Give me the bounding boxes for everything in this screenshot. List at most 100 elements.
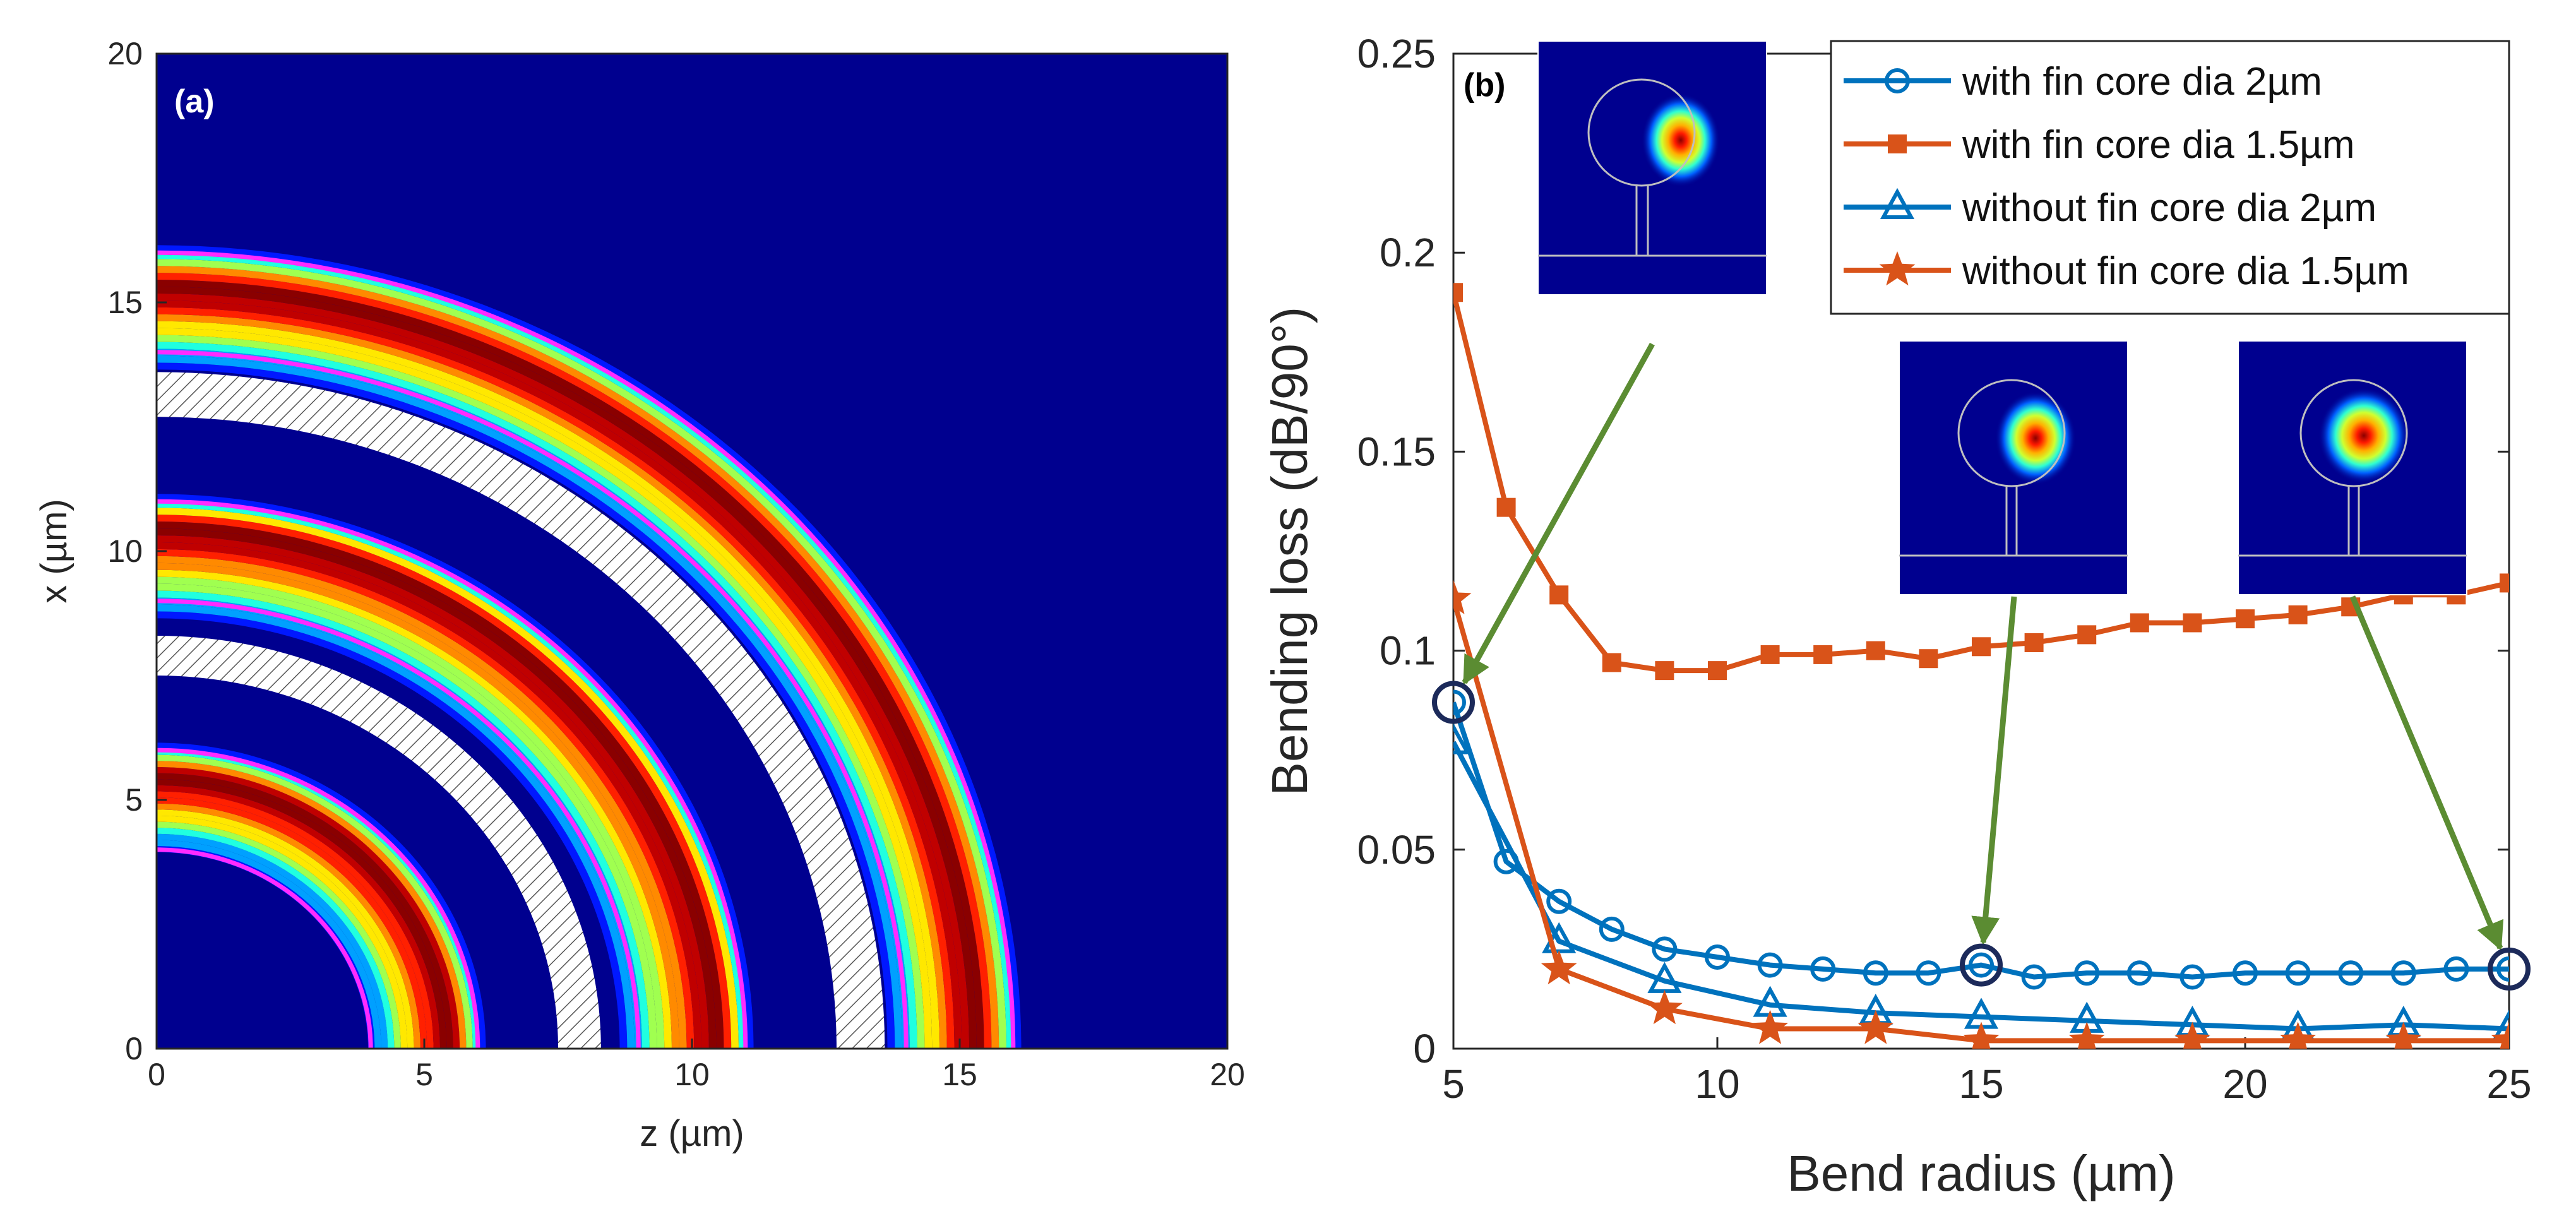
legend-entry-2: with fin core dia 1.5µm [1844, 123, 2355, 167]
highlight-circle-2 [1960, 943, 2003, 987]
data-point [1866, 641, 1885, 660]
panel-a-axes: 0 5 10 15 20 0 5 10 15 20 [107, 36, 1244, 1092]
data-point [2443, 956, 2469, 982]
legend-marker [1888, 134, 1907, 153]
x-tick-label: 5 [415, 1057, 433, 1092]
data-point [1963, 1021, 2000, 1049]
panel-b-line-chart: 5 10 15 20 25 0 0.05 0.1 0.15 0.2 0.25 [1261, 31, 2532, 1201]
panel-a-heatmap: (a) 0 5 10 15 20 0 5 10 15 20 z (µm) x (µm) [33, 36, 1245, 1154]
highlight-circles [1432, 681, 2531, 991]
series-line [1453, 741, 2509, 1032]
data-point [2179, 964, 2205, 990]
data-point [2174, 1021, 2210, 1049]
hatched-ring-2 [157, 372, 885, 1049]
y-tick-label: 0 [1413, 1026, 1436, 1071]
data-point [1919, 649, 1938, 669]
data-point [1916, 960, 1941, 986]
y-tick-label: 0.05 [1357, 827, 1436, 873]
data-point [2500, 573, 2509, 593]
data-point [1708, 661, 1727, 681]
data-point [2068, 1021, 2105, 1049]
data-point [1857, 1010, 1894, 1044]
magenta-arc-6 [157, 250, 1016, 1049]
data-point [2236, 609, 2255, 629]
data-point [2074, 960, 2100, 986]
data-point [2491, 1021, 2509, 1049]
legend-label: without fin core dia 2µm [1962, 186, 2376, 230]
data-point [1813, 645, 1833, 664]
data-point [2338, 960, 2364, 986]
data-point [1705, 944, 1730, 970]
data-point [1549, 585, 1569, 605]
y-tick-label: 20 [107, 36, 143, 71]
data-point [2385, 1021, 2422, 1049]
data-point [2233, 960, 2258, 986]
data-point [1810, 956, 1836, 982]
data-point [2021, 964, 2047, 990]
panel-b-label: (b) [1464, 67, 1505, 104]
field-rings [157, 245, 1022, 1049]
data-point [1757, 952, 1783, 978]
data-point [2183, 613, 2202, 633]
x-tick-label: 20 [1210, 1057, 1245, 1092]
magenta-arc-4 [157, 499, 748, 1049]
x-tick-label: 20 [2222, 1061, 2267, 1107]
panel-b-axes: 5 10 15 20 25 0 0.05 0.1 0.15 0.2 0.25 [1357, 31, 2531, 1107]
annotation-arrows [1462, 342, 2504, 951]
data-point [1453, 723, 1471, 754]
data-point [1652, 936, 1678, 962]
panel-b-ylabel: Bending loss (dB/90°) [1261, 307, 1318, 796]
data-point [2077, 625, 2097, 645]
legend: with fin core dia 2µm with fin core dia 1… [1830, 40, 2510, 315]
data-point [2496, 956, 2509, 982]
data-point [2288, 605, 2308, 624]
x-tick-label: 10 [674, 1057, 710, 1092]
x-tick-label: 10 [1695, 1061, 1739, 1107]
y-tick-label: 0.15 [1357, 429, 1436, 474]
magenta-arc-5 [157, 350, 909, 1049]
data-point [2126, 960, 2152, 986]
data-point [1863, 960, 1888, 986]
hatched-ring-1 [157, 635, 601, 1049]
data-point [1453, 580, 1472, 614]
data-point [2280, 1021, 2317, 1049]
annotation-arrow-1 [1462, 342, 1655, 686]
legend-label: without fin core dia 1.5µm [1962, 249, 2409, 293]
magenta-arc-1 [157, 847, 373, 1049]
annotation-arrow-3 [2349, 595, 2504, 951]
data-point [1969, 952, 1994, 978]
mode-insets [1537, 40, 2467, 595]
legend-marker [1885, 68, 1910, 93]
series-line [1453, 701, 2509, 980]
data-point [2390, 960, 2416, 986]
series-4 [1453, 580, 2509, 1049]
mode-inset-radius-15 [1899, 340, 2128, 595]
data-point [1453, 283, 1463, 302]
x-tick-label: 0 [148, 1057, 165, 1092]
panel-a-xlabel: z (µm) [640, 1113, 744, 1154]
legend-entry-4: without fin core dia 1.5µm [1844, 249, 2409, 293]
y-tick-label: 10 [107, 533, 143, 569]
legend-entry-3: without fin core dia 2µm [1844, 186, 2376, 230]
annotation-arrow-2 [1971, 596, 2017, 946]
y-tick-label: 0.2 [1380, 230, 1436, 275]
series-1 [1453, 689, 2509, 990]
y-tick-label: 15 [107, 285, 143, 320]
data-point [1541, 950, 1577, 985]
highlight-circle-1 [1432, 681, 1475, 724]
x-tick-label: 5 [1442, 1061, 1465, 1107]
x-tick-label: 15 [942, 1057, 977, 1092]
highlight-circle-3 [2488, 947, 2531, 991]
legend-entry-1: with fin core dia 2µm [1844, 60, 2322, 104]
panel-a-label: (a) [174, 83, 215, 120]
magenta-arc-2 [157, 747, 480, 1049]
mode-inset-radius-25 [2238, 340, 2467, 595]
x-tick-label: 25 [2486, 1061, 2531, 1107]
legend-marker [1879, 251, 1916, 286]
legend-marker [1880, 188, 1915, 219]
data-point [2285, 960, 2311, 986]
panel-a-ylabel: x (µm) [33, 499, 75, 603]
data-point [1752, 1010, 1789, 1044]
mode-inset-radius-5 [1537, 40, 1767, 295]
